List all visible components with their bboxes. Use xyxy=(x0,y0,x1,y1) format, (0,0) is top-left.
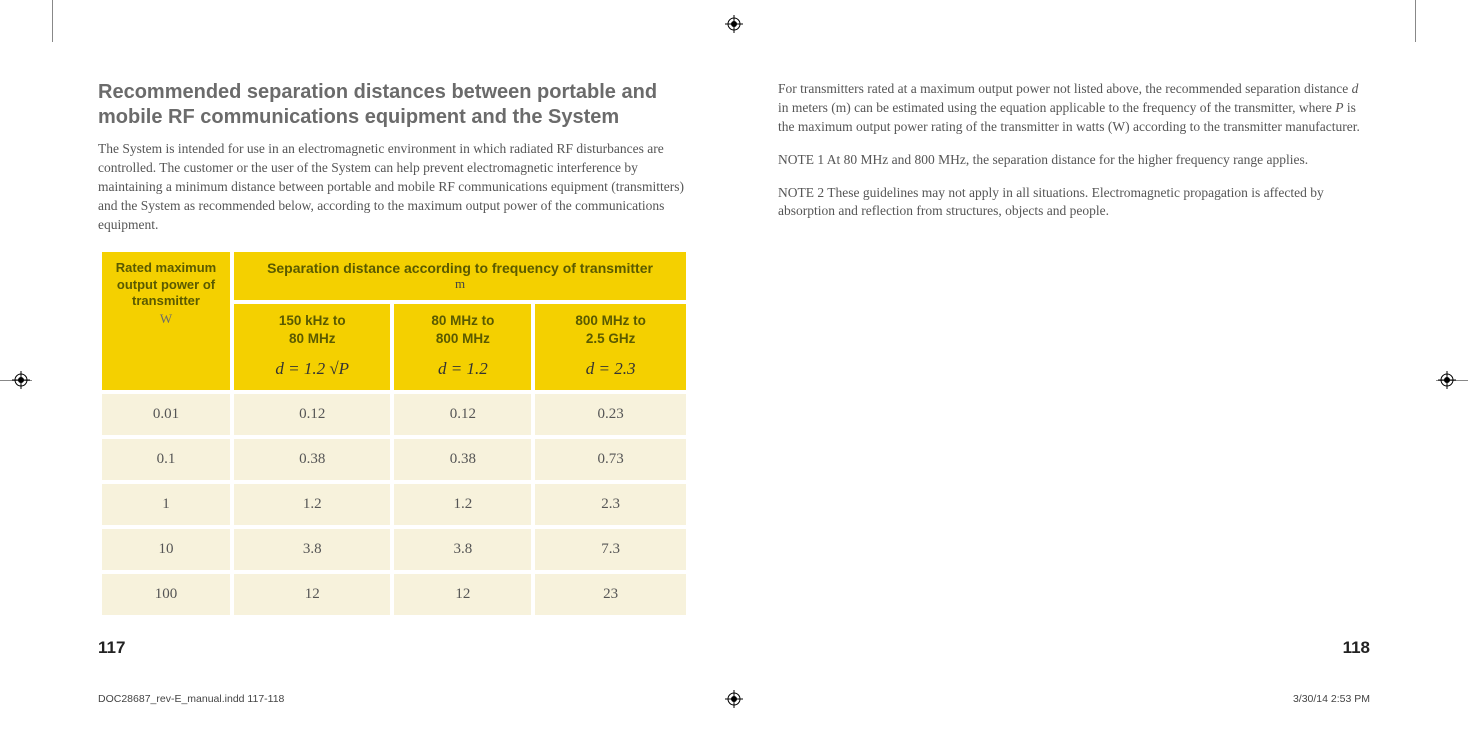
cell-b: 3.8 xyxy=(394,529,531,570)
left-page: Recommended separation distances between… xyxy=(98,80,690,643)
range-line: 150 kHz to xyxy=(279,313,346,328)
cell-w: 1 xyxy=(102,484,230,525)
range-line: 800 MHz xyxy=(436,331,490,346)
range-equation: d = 1.2 xyxy=(400,358,525,380)
note-text: These guidelines may not apply in all si… xyxy=(778,185,1324,219)
col-header-range-1: 150 kHz to 80 MHz d = 1.2 √P xyxy=(234,304,390,389)
header-line: Rated maximum xyxy=(116,260,216,275)
range-line: 80 MHz to xyxy=(431,313,494,328)
table-row: 1 1.2 1.2 2.3 xyxy=(102,484,686,525)
table-row: 0.01 0.12 0.12 0.23 xyxy=(102,394,686,435)
var-d: d xyxy=(1352,81,1359,96)
header-span-unit: m xyxy=(240,276,680,292)
right-paragraph-1: For transmitters rated at a maximum outp… xyxy=(778,80,1370,137)
cell-a: 3.8 xyxy=(234,529,390,570)
cell-b: 1.2 xyxy=(394,484,531,525)
right-page: For transmitters rated at a maximum outp… xyxy=(778,80,1370,643)
table-row: 100 12 12 23 xyxy=(102,574,686,615)
table-header-row-1: Rated maximum output power of transmitte… xyxy=(102,252,686,300)
text-fragment: in meters (m) can be estimated using the… xyxy=(778,100,1335,115)
crop-mark xyxy=(52,0,53,42)
note-text: At 80 MHz and 800 MHz, the separation di… xyxy=(827,152,1308,167)
cell-a: 0.12 xyxy=(234,394,390,435)
page-number-right: 118 xyxy=(1343,638,1370,658)
col-header-range-3: 800 MHz to 2.5 GHz d = 2.3 xyxy=(535,304,686,389)
text-fragment: For transmitters rated at a maximum outp… xyxy=(778,81,1352,96)
registration-mark-icon xyxy=(12,371,30,389)
cell-b: 12 xyxy=(394,574,531,615)
cell-c: 0.23 xyxy=(535,394,686,435)
var-p: P xyxy=(1335,100,1343,115)
registration-mark-icon xyxy=(725,15,743,33)
page-spread: Recommended separation distances between… xyxy=(98,80,1370,643)
intro-paragraph: The System is intended for use in an ele… xyxy=(98,140,690,234)
note-1: NOTE 1 At 80 MHz and 800 MHz, the separa… xyxy=(778,151,1370,170)
cell-c: 2.3 xyxy=(535,484,686,525)
page-number-left: 117 xyxy=(98,638,125,658)
footer: DOC28687_rev-E_manual.indd 117-118 3/30/… xyxy=(98,693,1370,705)
table-row: 0.1 0.38 0.38 0.73 xyxy=(102,439,686,480)
registration-mark-icon xyxy=(1438,371,1456,389)
header-line: transmitter xyxy=(132,293,200,308)
table-row: 10 3.8 3.8 7.3 xyxy=(102,529,686,570)
cell-a: 1.2 xyxy=(234,484,390,525)
cell-c: 7.3 xyxy=(535,529,686,570)
cell-a: 12 xyxy=(234,574,390,615)
cell-w: 100 xyxy=(102,574,230,615)
cell-c: 23 xyxy=(535,574,686,615)
header-line: output power of xyxy=(117,277,215,292)
note-2: NOTE 2 These guidelines may not apply in… xyxy=(778,184,1370,222)
cell-w: 0.01 xyxy=(102,394,230,435)
range-line: 2.5 GHz xyxy=(586,331,636,346)
cell-w: 10 xyxy=(102,529,230,570)
footer-filename: DOC28687_rev-E_manual.indd 117-118 xyxy=(98,693,284,705)
cell-c: 0.73 xyxy=(535,439,686,480)
range-line: 800 MHz to xyxy=(575,313,646,328)
range-equation: d = 2.3 xyxy=(541,358,680,380)
col-header-rated: Rated maximum output power of transmitte… xyxy=(102,252,230,389)
cell-b: 0.38 xyxy=(394,439,531,480)
footer-timestamp: 3/30/14 2:53 PM xyxy=(1293,693,1370,705)
section-title: Recommended separation distances between… xyxy=(98,80,690,130)
note-label: NOTE 2 xyxy=(778,185,827,200)
col-header-span: Separation distance according to frequen… xyxy=(234,252,686,300)
header-unit: W xyxy=(108,311,224,327)
cell-w: 0.1 xyxy=(102,439,230,480)
col-header-range-2: 80 MHz to 800 MHz d = 1.2 xyxy=(394,304,531,389)
separation-table: Rated maximum output power of transmitte… xyxy=(98,248,690,618)
crop-mark xyxy=(1415,0,1416,42)
range-equation: d = 1.2 √P xyxy=(240,358,384,380)
cell-a: 0.38 xyxy=(234,439,390,480)
cell-b: 0.12 xyxy=(394,394,531,435)
range-line: 80 MHz xyxy=(289,331,336,346)
header-span-text: Separation distance according to frequen… xyxy=(267,260,653,276)
note-label: NOTE 1 xyxy=(778,152,827,167)
